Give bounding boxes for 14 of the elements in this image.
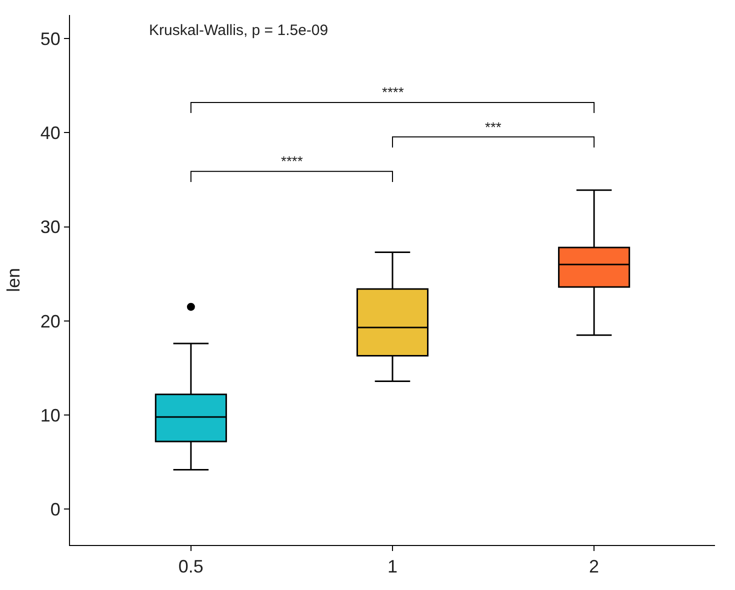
y-tick-label: 20 [40, 311, 60, 332]
annotation: **** [382, 84, 404, 100]
annotation: **** [281, 153, 304, 169]
annotation: *** [485, 119, 502, 135]
y-tick-label: 10 [40, 405, 60, 426]
annotation: Kruskal-Wallis, p = 1.5e-09 [149, 22, 328, 39]
x-tick-label: 1 [387, 556, 398, 577]
y-tick-label: 40 [40, 122, 60, 143]
x-tick-label: 0.5 [178, 556, 204, 577]
y-tick-label: 30 [40, 217, 60, 238]
x-tick-label: 2 [589, 556, 600, 577]
y-tick-label: 50 [40, 28, 60, 49]
y-axis-title: len [4, 268, 24, 292]
y-tick-label: 0 [50, 500, 60, 520]
